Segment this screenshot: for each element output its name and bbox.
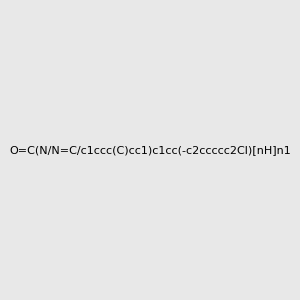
Text: O=C(N/N=C/c1ccc(C)cc1)c1cc(-c2ccccc2Cl)[nH]n1: O=C(N/N=C/c1ccc(C)cc1)c1cc(-c2ccccc2Cl)[… [9,145,291,155]
